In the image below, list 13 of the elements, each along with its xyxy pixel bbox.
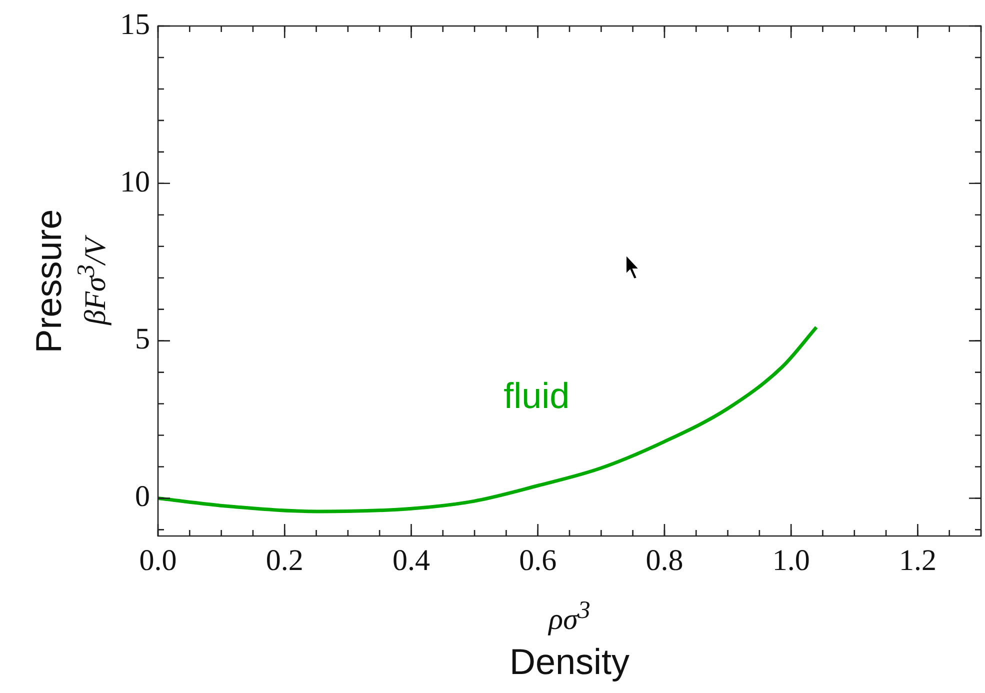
x-axis-title: ρσ$^{3}$ Density xyxy=(510,596,630,684)
x-tick-label: 1.2 xyxy=(898,544,936,577)
y-tick-label: 10 xyxy=(120,165,150,198)
x-tick-label: 0.4 xyxy=(392,544,430,577)
x-tick-label: 0.6 xyxy=(519,544,557,577)
x-tick-label: 0.0 xyxy=(139,544,177,577)
series-label: fluid xyxy=(504,375,570,416)
x-tick-label: 1.0 xyxy=(772,544,810,577)
x-tick-label: 0.8 xyxy=(646,544,684,577)
y-tick-label: 5 xyxy=(135,322,150,356)
x-tick-label: 0.2 xyxy=(266,544,304,577)
y-tick-label: 15 xyxy=(120,8,150,41)
y-tick-label: 0 xyxy=(135,480,150,514)
